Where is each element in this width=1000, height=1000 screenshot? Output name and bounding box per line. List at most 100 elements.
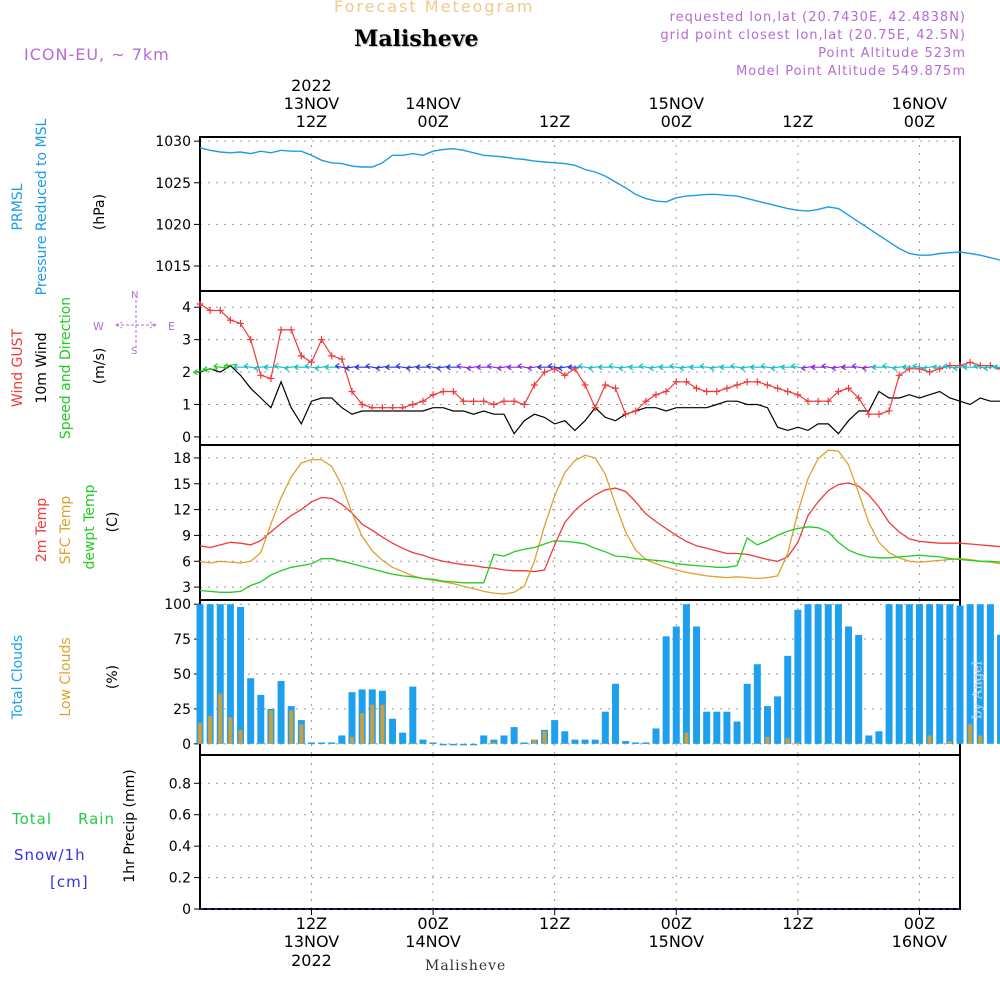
precip-rain-label: Rain xyxy=(78,810,115,828)
total-clouds-bar xyxy=(956,605,964,744)
bottom-day-label: 14NOV xyxy=(405,932,461,951)
pressure-label-prmsl: PRMSL xyxy=(10,183,26,231)
gust-marker xyxy=(997,365,1000,373)
total-clouds-bar xyxy=(237,606,245,744)
total-clouds-bar xyxy=(733,721,741,744)
gust-marker xyxy=(328,352,336,360)
gust-marker xyxy=(693,384,701,392)
precip-snow-label: Snow/1h xyxy=(14,846,86,864)
total-clouds-bar xyxy=(551,720,559,744)
total-clouds-bar xyxy=(500,735,508,744)
pressure-unit-label: (hPa) xyxy=(92,193,108,231)
bottom-hour-label: 00Z xyxy=(904,914,935,933)
gust-marker xyxy=(470,397,478,405)
total-clouds-bar xyxy=(824,604,832,744)
total-clouds-bar xyxy=(997,634,1000,744)
gust-marker xyxy=(743,378,751,386)
total-clouds-bar xyxy=(247,678,255,744)
low-clouds-bar xyxy=(765,736,770,744)
total-clouds-bar xyxy=(986,604,994,744)
total-clouds-label: Total Clouds xyxy=(10,634,26,720)
low-clouds-label: Low Clouds xyxy=(58,637,74,717)
top-day-label: 16NOV xyxy=(892,94,948,113)
top-day-label: 13NOV xyxy=(284,94,340,113)
gust-marker xyxy=(804,397,812,405)
gust-marker xyxy=(449,388,457,396)
total-clouds-bar xyxy=(307,742,315,744)
total-clouds-bar xyxy=(926,604,934,744)
gust-marker xyxy=(763,381,771,389)
top-day-label: 14NOV xyxy=(405,94,461,113)
total-clouds-bar xyxy=(318,742,326,744)
low-clouds-bar xyxy=(978,735,983,744)
gust-marker xyxy=(581,381,589,389)
gust-marker xyxy=(774,384,782,392)
gust-marker xyxy=(348,388,356,396)
gust-marker xyxy=(196,300,204,308)
gust-marker xyxy=(601,381,609,389)
y-tick-label: 6 xyxy=(182,554,191,570)
y-tick-label: 4 xyxy=(182,300,191,316)
total-clouds-bar xyxy=(277,680,285,744)
gust-marker xyxy=(956,362,964,370)
y-tick-label: 25 xyxy=(173,702,191,718)
low-clouds-bar xyxy=(795,742,800,744)
top-caption: Forecast Meteogram xyxy=(334,0,535,16)
low-clouds-bar xyxy=(289,710,294,744)
gust-marker xyxy=(895,371,903,379)
total-clouds-bar xyxy=(804,604,812,744)
gust-marker xyxy=(682,378,690,386)
precip-unit-label: 1hr Precip (mm) xyxy=(122,769,138,883)
total-clouds-bar xyxy=(642,742,650,744)
low-clouds-bar xyxy=(268,710,273,744)
panel-frame-temp xyxy=(199,444,961,601)
gust-marker xyxy=(591,404,599,412)
gust-marker xyxy=(652,391,660,399)
gust-marker xyxy=(915,365,923,373)
gust-marker xyxy=(389,404,397,412)
total-clouds-bar xyxy=(723,711,731,744)
gust-marker xyxy=(358,400,366,408)
gust-marker xyxy=(500,397,508,405)
top-hour-label: 12Z xyxy=(782,112,813,131)
y-tick-label: 0.6 xyxy=(169,808,191,824)
gust-marker xyxy=(834,388,842,396)
total-clouds-bar xyxy=(936,604,944,744)
total-clouds-bar xyxy=(196,604,204,744)
y-tick-label: 3 xyxy=(182,580,191,596)
compass-s: S xyxy=(131,346,138,357)
total-clouds-bar xyxy=(449,743,457,746)
total-clouds-bar xyxy=(774,696,782,744)
bottom-day-label: 13NOV xyxy=(284,932,340,951)
gust-marker xyxy=(976,362,984,370)
gust-marker xyxy=(642,397,650,405)
top-year-label: 2022 xyxy=(291,76,332,95)
series-10m-wind xyxy=(199,364,1000,435)
model-label: ICON-EU, ~ 7km xyxy=(24,45,170,64)
top-hour-label: 12Z xyxy=(539,112,570,131)
top-day-label: 15NOV xyxy=(648,94,704,113)
total-clouds-bar xyxy=(611,683,619,744)
total-clouds-bar xyxy=(855,634,863,744)
gust-marker xyxy=(672,378,680,386)
gust-marker xyxy=(936,365,944,373)
low-clouds-bar xyxy=(238,729,243,744)
total-clouds-bar xyxy=(632,742,640,744)
gust-marker xyxy=(247,336,255,344)
y-tick-label: 0.4 xyxy=(169,839,191,855)
total-clouds-bar xyxy=(743,683,751,744)
point-altitude: Point Altitude 523m xyxy=(818,46,966,61)
total-clouds-bar xyxy=(459,743,467,746)
gust-marker xyxy=(419,397,427,405)
y-tick-label: 0 xyxy=(182,902,191,918)
gust-marker xyxy=(510,397,518,405)
gust-marker xyxy=(237,319,245,327)
total-clouds-bar xyxy=(784,655,792,744)
y-tick-label: 9 xyxy=(182,528,191,544)
y-tick-label: 0.8 xyxy=(169,776,191,792)
bottom-day-label: 16NOV xyxy=(892,932,948,951)
gust-marker xyxy=(399,404,407,412)
y-tick-label: 0 xyxy=(182,430,191,446)
y-tick-label: 18 xyxy=(173,451,191,467)
total-clouds-bar xyxy=(510,727,518,744)
